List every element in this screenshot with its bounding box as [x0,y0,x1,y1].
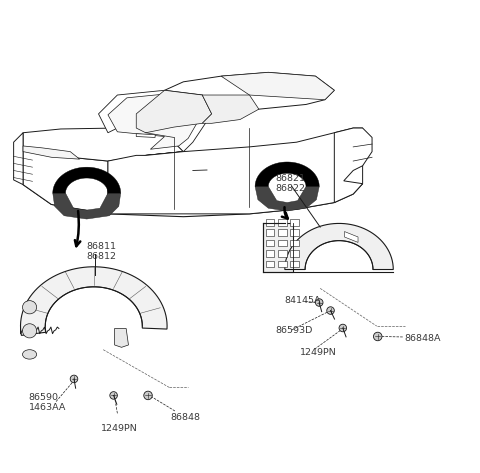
Bar [278,250,287,257]
Polygon shape [202,95,259,123]
Circle shape [373,332,382,341]
Bar [278,229,287,236]
Bar [278,240,287,246]
Polygon shape [98,90,212,156]
Polygon shape [136,90,212,133]
Text: 86811
86812: 86811 86812 [87,242,117,261]
Polygon shape [263,223,293,272]
Text: 86821
86822: 86821 86822 [275,174,305,193]
Polygon shape [23,181,362,217]
Bar [266,240,274,246]
Text: 86848: 86848 [170,412,200,421]
Bar [266,219,274,226]
Circle shape [327,307,335,315]
Text: 86848A: 86848A [404,334,441,343]
Polygon shape [221,72,335,100]
Circle shape [110,392,118,399]
Text: 84145A: 84145A [284,296,321,305]
Polygon shape [136,134,155,138]
Polygon shape [21,267,167,335]
Circle shape [144,391,152,400]
Ellipse shape [23,301,36,314]
Bar [290,240,299,246]
Circle shape [339,324,347,332]
Polygon shape [285,223,393,270]
Polygon shape [165,72,335,114]
Text: 1249PN: 1249PN [101,424,138,433]
Polygon shape [115,328,129,347]
Bar [278,261,287,267]
Bar [278,219,287,226]
Bar [266,261,274,267]
Polygon shape [108,94,202,149]
Polygon shape [345,232,358,242]
Polygon shape [53,167,120,193]
Polygon shape [108,128,362,214]
Ellipse shape [23,350,36,359]
Polygon shape [53,193,120,219]
Polygon shape [23,128,183,161]
Text: 86593D: 86593D [276,326,313,335]
Text: 1249PN: 1249PN [300,348,337,357]
Polygon shape [255,162,319,186]
Bar [290,250,299,257]
Ellipse shape [23,324,36,338]
Polygon shape [23,147,108,214]
Bar [290,229,299,236]
Bar [266,250,274,257]
Polygon shape [13,133,23,184]
Bar [290,219,299,226]
Polygon shape [23,146,80,159]
Bar [266,229,274,236]
Bar [290,261,299,267]
Text: 86590
1463AA: 86590 1463AA [29,393,66,412]
Circle shape [70,375,78,383]
Polygon shape [335,128,372,202]
Circle shape [315,299,323,307]
Polygon shape [255,186,319,211]
